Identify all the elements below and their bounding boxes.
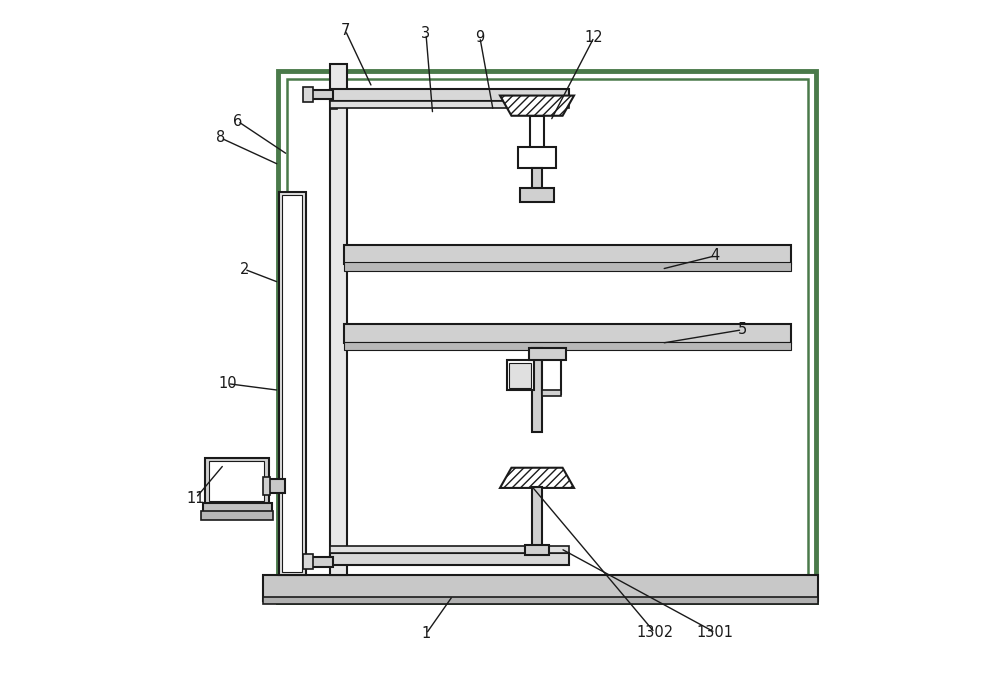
Bar [287,79,808,594]
Bar [330,101,569,108]
Bar [201,511,273,520]
Text: 7: 7 [341,23,350,38]
Text: 6: 6 [233,114,242,129]
Bar [330,546,569,553]
Bar [542,359,561,394]
Text: 8: 8 [216,131,225,145]
Bar [330,96,337,109]
Bar [529,348,566,360]
Text: 3: 3 [421,26,431,41]
Text: 1301: 1301 [697,625,734,640]
Bar [279,192,306,575]
Bar [344,342,791,350]
Bar [282,195,302,572]
Bar [303,87,313,102]
Bar [530,116,544,148]
Bar [330,89,569,101]
Text: 2: 2 [240,262,249,277]
Bar [205,458,269,505]
Bar [278,71,816,602]
Polygon shape [500,96,574,116]
Text: 11: 11 [187,491,205,505]
Bar [303,554,313,569]
Polygon shape [500,468,574,488]
Text: 5: 5 [738,322,747,337]
Text: 12: 12 [585,30,604,44]
Bar [532,487,542,546]
Bar [344,245,791,264]
Bar [532,168,542,190]
Text: 9: 9 [475,30,484,44]
Bar [525,545,549,555]
Bar [344,324,791,343]
Text: 4: 4 [711,248,720,263]
Bar [344,262,791,271]
Text: 10: 10 [218,376,237,391]
Bar [532,348,542,432]
Bar [268,479,285,493]
Bar [263,597,818,604]
Bar [518,147,556,168]
Bar [509,363,531,388]
Bar [305,557,333,567]
Bar [507,360,534,390]
Bar [209,461,264,501]
Text: 1302: 1302 [636,625,673,640]
Text: 1: 1 [421,627,431,641]
Bar [263,477,270,495]
Bar [263,575,818,601]
Bar [542,390,561,396]
Bar [203,503,272,513]
Bar [305,90,333,99]
Bar [330,553,569,565]
Bar [330,64,347,575]
Bar [520,188,554,202]
